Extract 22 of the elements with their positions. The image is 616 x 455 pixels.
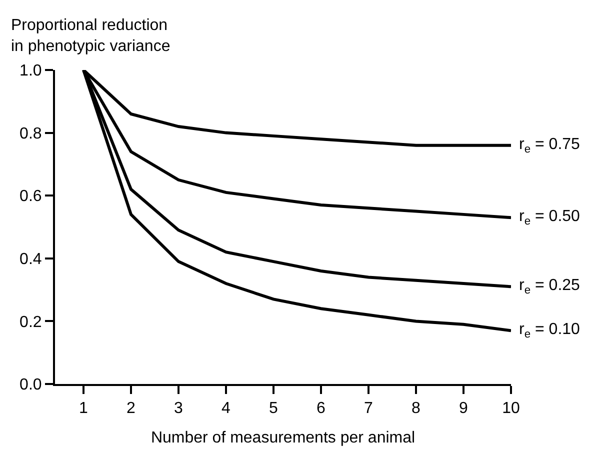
x-tick-label: 2 [126,400,136,418]
y-axis-title: Proportional reduction in phenotypic variance [11,17,170,55]
x-tick-label: 5 [269,400,278,418]
y-tick-label: 0.6 [20,188,42,206]
x-tick-label: 1 [79,400,88,418]
y-tick-label: 0.8 [20,125,42,142]
series-label: r$_{e}$ = 0.75 [519,136,580,156]
y-tick-label: 0.2 [20,314,42,331]
y-tick-label: 1.0 [20,62,42,80]
x-tick-label: 3 [174,400,184,418]
x-tick-label: 7 [364,400,374,418]
x-tick-label: 8 [412,400,421,418]
x-tick-label: 10 [502,400,520,418]
x-tick-label: 6 [316,400,326,418]
x-tick-label: 4 [222,400,231,418]
series-label: r$_{e}$ = 0.10 [519,321,580,340]
series-label: r$_{e}$ = 0.50 [519,208,580,228]
x-tick-label: 9 [459,400,468,418]
y-tick-label: 0.0 [20,376,42,394]
series-label: r$_{e}$ = 0.25 [519,277,580,296]
x-axis-title: Number of measurements per animal [150,429,416,446]
y-tick-label: 0.4 [20,251,42,268]
